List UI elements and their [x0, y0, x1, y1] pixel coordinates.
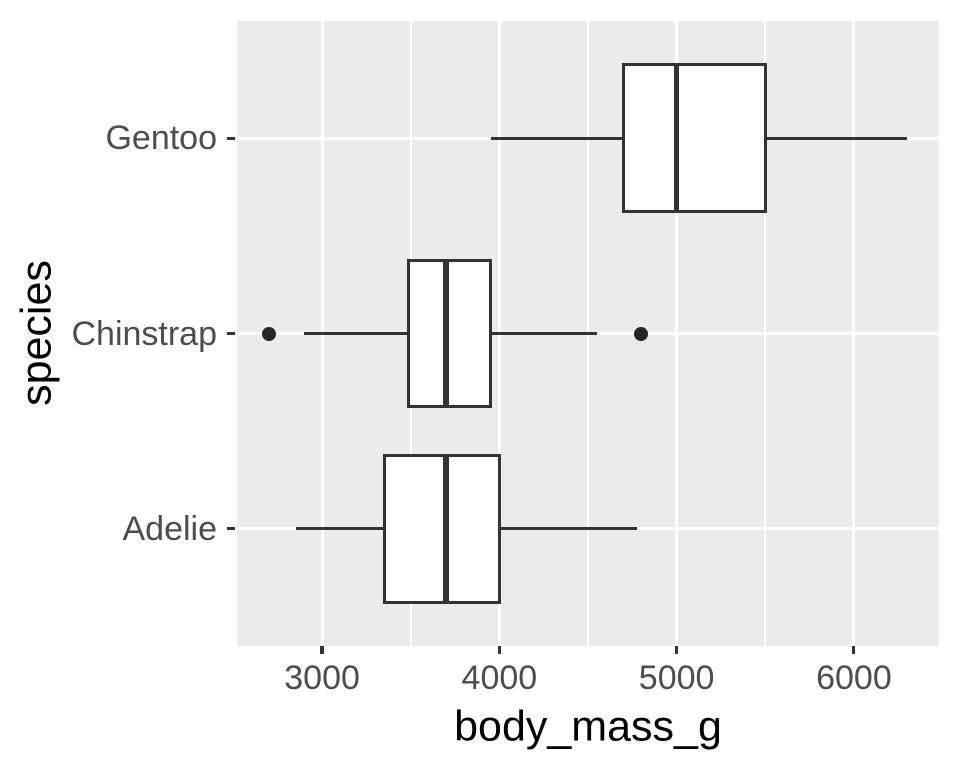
boxplot-box-chinstrap	[406, 258, 493, 409]
boxplot-box-gentoo	[621, 63, 767, 214]
boxplot-box-adelie	[382, 453, 501, 604]
whisker-high-adelie	[499, 527, 637, 531]
plot-panel	[237, 21, 939, 646]
y-tick-mark	[227, 527, 235, 531]
x-tick-mark	[852, 646, 856, 654]
y-axis-title: species	[12, 260, 61, 406]
x-tick-label: 4000	[461, 659, 538, 697]
outlier-point-chinstrap	[261, 326, 276, 341]
x-tick-label: 3000	[284, 659, 360, 697]
median-line-gentoo	[673, 64, 680, 212]
whisker-low-adelie	[295, 527, 385, 531]
x-tick-mark	[320, 646, 324, 654]
x-tick-mark	[497, 646, 501, 654]
x-tick-label: 5000	[638, 659, 715, 697]
median-line-chinstrap	[443, 260, 449, 407]
whisker-high-chinstrap	[490, 331, 597, 336]
whisker-low-gentoo	[490, 136, 624, 140]
whisker-high-gentoo	[765, 136, 908, 140]
y-tick-mark	[227, 136, 235, 140]
outlier-point-chinstrap	[634, 326, 649, 341]
median-line-adelie	[443, 455, 449, 603]
y-tick-label-adelie: Adelie	[122, 509, 217, 548]
y-tick-mark	[227, 331, 235, 336]
whisker-low-chinstrap	[304, 331, 409, 336]
y-tick-label-gentoo: Gentoo	[105, 119, 217, 158]
y-tick-label-chinstrap: Chinstrap	[71, 314, 217, 353]
x-tick-mark	[675, 646, 679, 654]
x-tick-label: 6000	[816, 659, 892, 697]
x-axis-title: body_mass_g	[454, 702, 722, 751]
